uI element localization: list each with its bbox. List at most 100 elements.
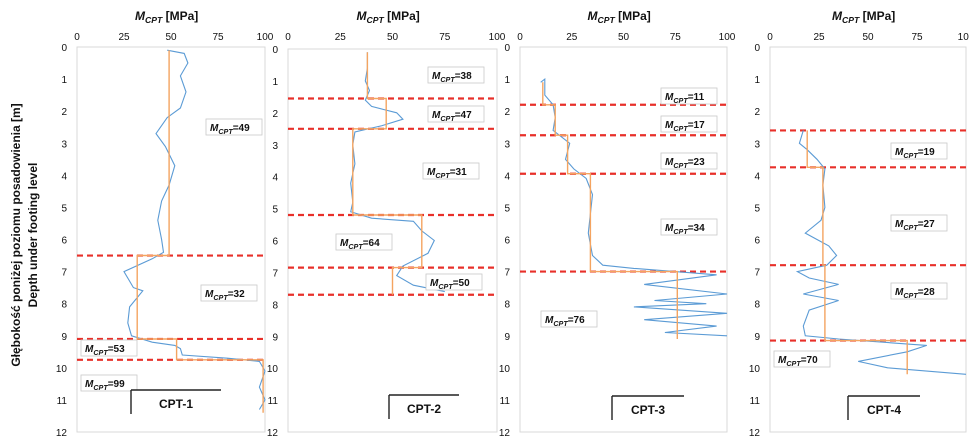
x-tick-label: 75: [911, 32, 923, 43]
y-tick-label: 10: [56, 364, 68, 375]
y-tick-label: 11: [57, 396, 68, 407]
y-tick-label: 2: [61, 107, 67, 118]
average-modulus-line: [806, 130, 908, 375]
measured-modulus-line: [540, 77, 728, 337]
zone-label: MCPT=32: [205, 289, 245, 302]
average-modulus-line: [352, 52, 423, 295]
y-tick-label: 6: [754, 236, 760, 247]
zone-label-box: [425, 273, 483, 291]
average-modulus-line: [136, 50, 264, 413]
y-tick-label: 9: [504, 332, 510, 343]
y-tick-label: 12: [749, 428, 761, 439]
y-tick-label: 7: [754, 268, 760, 279]
y-tick-label: 1: [504, 75, 510, 86]
y-tick-label: 11: [750, 396, 761, 407]
x-axis-title: MCPT [MPa]: [135, 9, 198, 25]
panel-name-box: [131, 390, 221, 414]
y-tick-label: 12: [267, 428, 279, 439]
x-tick-label: 75: [439, 32, 451, 43]
y-tick-label: 4: [504, 171, 510, 182]
y-tick-label: 9: [272, 332, 278, 343]
x-tick-label: 100: [719, 32, 736, 43]
y-tick-label: 5: [504, 203, 510, 214]
y-tick-label: 4: [754, 171, 760, 182]
panel-name-box: [612, 396, 684, 420]
y-tick-label: 5: [272, 205, 278, 216]
x-tick-label: 75: [212, 32, 224, 43]
y-tick-label: 12: [56, 428, 68, 439]
y-tick-label: 5: [61, 203, 67, 214]
zone-label-box: [427, 66, 485, 84]
panel-name-box: [389, 395, 459, 419]
zone-label: MCPT=50: [430, 278, 470, 291]
x-tick-label: 0: [74, 32, 80, 43]
zone-label: MCPT=99: [85, 379, 125, 392]
y-tick-label: 8: [61, 300, 67, 311]
zone-label-box: [205, 118, 263, 136]
x-tick-label: 0: [517, 32, 523, 43]
chart-panel-2: MCPT [MPa]0 25 50 75 1000123456789101112MCPT…: [267, 9, 506, 439]
zone-label-box: [80, 374, 138, 392]
x-tick-label: 50: [862, 32, 874, 43]
y-axis-title-polish: Głębokość poniżej poziomu posadowienia […: [9, 103, 23, 366]
x-tick-label: 25: [566, 32, 578, 43]
y-tick-label: 11: [268, 396, 279, 407]
x-tick-label: 0: [285, 32, 291, 43]
x-tick-label: 50: [387, 32, 399, 43]
y-tick-label: 1: [754, 75, 760, 86]
zone-label-box: [422, 162, 480, 180]
y-tick-label: 2: [272, 109, 278, 120]
y-axis-title: Głębokość poniżej poziomu posadowienia […: [9, 103, 40, 366]
zone-label: MCPT=49: [210, 123, 250, 136]
y-tick-label: 1: [272, 77, 278, 88]
zone-label-box: [660, 115, 718, 133]
x-axis-title: MCPT [MPa]: [588, 9, 651, 25]
zone-label: MCPT=31: [427, 167, 467, 180]
panel-name: CPT-1: [159, 397, 193, 411]
zone-label: MCPT=23: [665, 157, 705, 170]
y-tick-label: 3: [61, 139, 67, 150]
zone-label: MCPT=76: [545, 315, 585, 328]
y-tick-label: 7: [504, 268, 510, 279]
y-tick-label: 0: [61, 43, 67, 54]
zone-label-box: [773, 350, 831, 368]
panel-name: CPT-2: [407, 402, 441, 416]
zone-label-box: [890, 142, 948, 160]
x-tick-label: 50: [618, 32, 630, 43]
y-tick-label: 10: [267, 364, 279, 375]
x-tick-label: 25: [335, 32, 347, 43]
zone-label: MCPT=17: [665, 120, 705, 133]
zone-label: MCPT=70: [778, 355, 818, 368]
y-tick-label: 3: [272, 141, 278, 152]
chart-panel-4: MCPT [MPa]02550751000123456789101112MCPT…: [749, 9, 969, 439]
y-tick-label: 4: [272, 173, 278, 184]
measured-modulus-line: [795, 130, 967, 375]
x-tick-label: 100: [257, 32, 274, 43]
plot-area: [769, 46, 967, 433]
zone-label-box: [660, 87, 718, 105]
y-tick-label: 11: [500, 396, 511, 407]
zone-label: MCPT=53: [85, 344, 125, 357]
y-tick-label: 8: [754, 300, 760, 311]
y-tick-label: 6: [272, 237, 278, 248]
zone-label: MCPT=11: [665, 92, 705, 105]
y-tick-label: 8: [272, 300, 278, 311]
y-tick-label: 0: [272, 45, 278, 56]
chart-panel-3: MCPT [MPa]0 25 50 75 1000123456789101112MCPT…: [499, 9, 736, 439]
zone-label: MCPT=64: [340, 238, 380, 251]
plot-area: [76, 46, 266, 433]
y-tick-label: 0: [754, 43, 760, 54]
chart-panels: MCPT [MPa]0 25 50 75 1000123456789101112MCPT…: [56, 9, 969, 439]
y-tick-label: 10: [499, 364, 511, 375]
y-tick-label: 9: [754, 332, 760, 343]
y-tick-label: 5: [754, 203, 760, 214]
panel-name: CPT-4: [867, 403, 901, 417]
zone-label-box: [200, 284, 258, 302]
y-tick-label: 2: [504, 107, 510, 118]
x-tick-label: 75: [670, 32, 682, 43]
y-tick-label: 9: [61, 332, 67, 343]
y-tick-label: 6: [504, 236, 510, 247]
zone-label: MCPT=38: [432, 71, 472, 84]
measured-modulus-line: [350, 52, 445, 293]
